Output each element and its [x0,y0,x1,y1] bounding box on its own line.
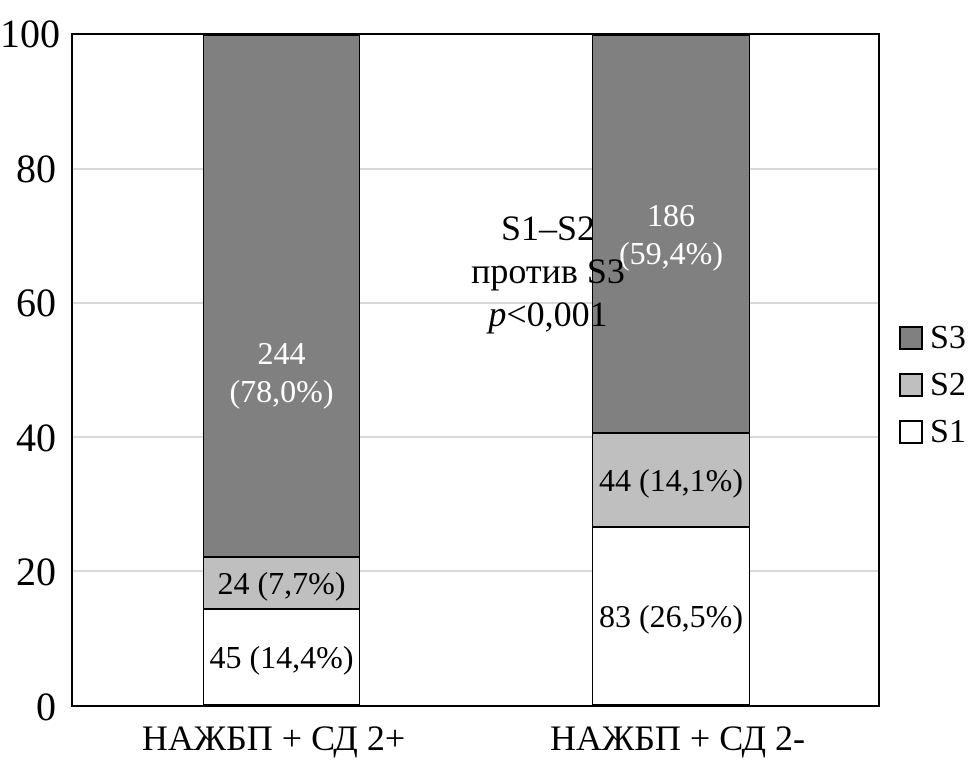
gridline-40 [73,436,878,438]
legend-swatch-s3 [899,325,923,350]
segment-label-s1-bar2: 83 (26,5%) [599,598,743,635]
legend-label-s1: S1 [930,413,966,451]
legend-label-s3: S3 [930,319,966,356]
legend-item-s3: S3 [899,318,966,357]
annotation-line2: против S3 [471,251,625,292]
segment-s2-bar1: 24 (7,7%) [203,556,360,609]
segment-label-s3-bar2-count: 186 [647,196,695,233]
segment-s1-bar2: 83 (26,5%) [592,527,750,705]
legend: S3 S2 S1 [899,318,966,459]
segment-s3-bar1: 244 (78,0%) [203,35,360,557]
y-tick-60: 60 [16,280,56,325]
segment-s1-bar1: 45 (14,4%) [203,608,360,705]
annotation-line3: p<0,001 [433,293,663,336]
annotation-line1: S1–S2 [500,208,596,248]
legend-item-s2: S2 [899,365,966,404]
gridline-80 [73,168,878,170]
legend-item-s1: S1 [899,412,966,451]
y-tick-0: 0 [36,684,56,729]
bar-nazhbp-sd2-plus: 45 (14,4%) 24 (7,7%) 244 (78,0%) [203,35,360,705]
segment-label-s3-bar1-percent: (78,0%) [229,372,334,409]
segment-s2-bar2: 44 (14,1%) [592,432,750,528]
segment-label-s3-bar1-count: 244 [257,334,306,371]
gridline-60 [73,302,878,304]
x-label-nazhbp-sd2-minus: НАЖБП + СД 2- [550,718,805,758]
segment-label-s3-bar2: 186 (59,4%) [619,196,723,273]
plot-area: 45 (14,4%) 24 (7,7%) 244 (78,0%) 83 (26,… [71,33,880,707]
y-tick-40: 40 [16,415,56,460]
segment-s3-bar2: 186 (59,4%) [592,35,750,433]
gridline-20 [73,570,878,572]
y-tick-100: 100 [0,11,60,56]
segment-label-s3-bar1: 244 (78,0%) [230,334,334,411]
annotation-p-value: <0,001 [506,294,608,335]
x-label-nazhbp-sd2-plus: НАЖБП + СД 2+ [141,718,406,758]
y-tick-80: 80 [16,146,56,191]
y-tick-20: 20 [16,549,56,594]
annotation-p-symbol: p [488,294,507,335]
legend-swatch-s1 [899,419,923,444]
segment-label-s1-bar1: 45 (14,4%) [209,638,354,675]
bar-nazhbp-sd2-minus: 83 (26,5%) 44 (14,1%) 186 (59,4%) [592,35,750,705]
segment-label-s2-bar1: 24 (7,7%) [217,564,346,601]
legend-swatch-s2 [899,372,923,397]
p-value-annotation: S1–S2 против S3 p<0,001 [433,207,663,337]
segment-label-s3-bar2-percent: (59,4%) [619,235,723,271]
segment-label-s2-bar2: 44 (14,1%) [599,462,743,499]
legend-label-s2: S2 [930,366,966,404]
